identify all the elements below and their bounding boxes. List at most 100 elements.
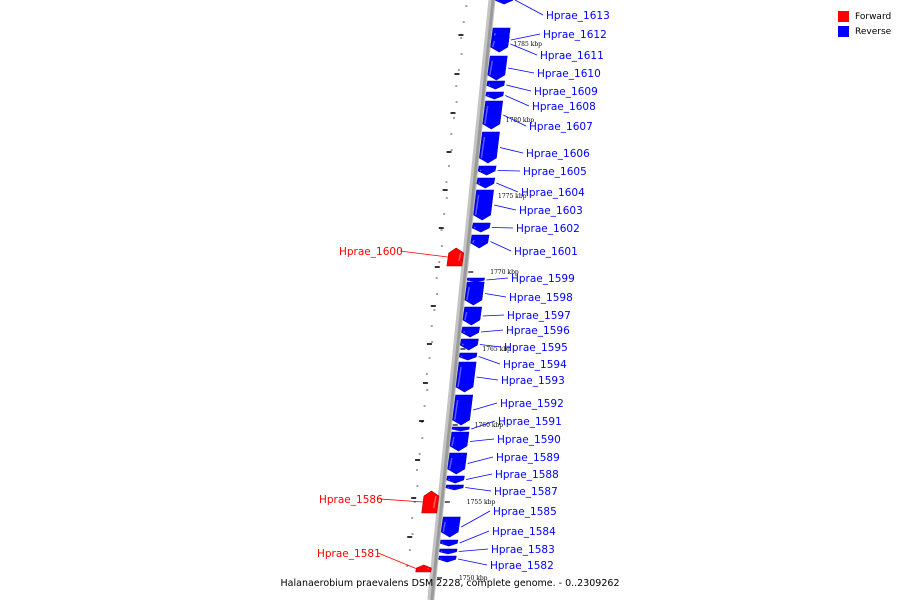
gene-label[interactable]: Hprae_1608 [532,101,596,113]
gene-arrow-reverse[interactable] [476,177,496,189]
gene-label[interactable]: Hprae_1591 [498,416,562,428]
gene-label[interactable]: Hprae_1607 [529,121,593,133]
gene-arrow-reverse[interactable] [479,131,500,164]
gene-arrow-reverse[interactable] [455,361,477,393]
label-leader [478,356,501,365]
gene-label[interactable]: Hprae_1611 [540,50,604,62]
forward-swatch [838,11,849,22]
tick-marks [406,5,468,567]
label-leader [484,293,507,298]
gene-arrow-reverse[interactable] [461,326,480,338]
gene-label[interactable]: Hprae_1603 [519,205,583,217]
gene-label[interactable]: Hprae_1581 [317,548,381,560]
gene-arrow-reverse[interactable] [462,306,483,326]
gene-label[interactable]: Hprae_1593 [501,375,565,387]
gene-label[interactable]: Hprae_1589 [496,452,560,464]
label-leader [467,456,494,464]
gene-highlight [458,252,462,262]
label-leader [379,498,423,503]
gene-highlight [442,521,447,533]
gene-arrow-reverse[interactable] [451,426,470,432]
gene-arrow-reverse[interactable] [485,91,504,100]
gene-arrow-reverse[interactable] [449,431,470,452]
gene-label[interactable]: Hprae_1597 [507,310,571,322]
label-leader [399,250,448,258]
gene-arrow-reverse[interactable] [438,555,457,563]
gene-arrow-reverse[interactable] [452,394,474,426]
reverse-swatch [838,26,849,37]
label-leader [490,241,512,252]
gene-label[interactable]: Hprae_1613 [546,10,610,22]
label-leader [471,420,496,430]
gene-label[interactable]: Hprae_1583 [491,544,555,556]
gene-arrow-reverse[interactable] [490,35,510,53]
gene-label[interactable]: Hprae_1604 [521,187,585,199]
gene-arrow-reverse[interactable] [458,352,478,361]
gene-label[interactable]: Hprae_1598 [509,292,573,304]
gene-label[interactable]: Hprae_1587 [494,486,558,498]
scale-label: 1750 kbp [459,575,488,582]
gene-highlight [448,457,453,470]
label-leader [476,376,499,381]
gene-label[interactable]: Hprae_1585 [493,506,557,518]
gene-label[interactable]: Hprae_1610 [537,68,601,80]
gene-label[interactable]: Hprae_1606 [526,148,590,160]
gene-highlight [480,136,486,159]
gene-arrow-reverse[interactable] [439,548,458,555]
gene-arrow-reverse[interactable] [495,0,514,5]
gene-arrow-reverse[interactable] [440,516,461,538]
gene-arrow-reverse[interactable] [459,338,479,351]
gene-features: Hprae_1613 Hprae_1612 Hprae_1611 Hprae_1610… [317,0,610,573]
gene-arrow-reverse[interactable] [477,165,497,176]
gene-label[interactable]: Hprae_1612 [543,29,607,41]
gene-label[interactable]: Hprae_1594 [503,359,567,371]
gene-highlight [463,330,466,334]
label-leader [497,170,521,172]
gene-label[interactable]: Hprae_1590 [497,434,561,446]
legend: Forward Reverse [838,9,898,39]
gene-arrow-forward[interactable] [446,247,465,267]
gene-label[interactable]: Hprae_1586 [319,494,383,506]
gene-label[interactable]: Hprae_1592 [500,398,564,410]
backbone-line [430,0,495,600]
gene-arrow-reverse[interactable] [445,484,464,491]
gene-label[interactable]: Hprae_1596 [506,325,570,337]
gene-arrow-reverse[interactable] [471,222,491,233]
gene-arrow-reverse[interactable] [486,80,506,90]
gene-arrow-reverse[interactable] [464,281,485,306]
gene-label[interactable]: Hprae_1600 [339,246,403,258]
gene-arrow-reverse[interactable] [487,55,508,81]
label-leader [377,552,417,569]
gene-arrow-forward[interactable] [421,490,440,514]
gene-highlight [478,181,481,185]
label-leader [461,510,491,528]
gene-label[interactable]: Hprae_1582 [490,560,554,572]
label-leader [506,84,532,92]
gene-arrow-reverse[interactable] [470,234,490,249]
gene-arrow-reverse[interactable] [482,100,504,130]
gene-label[interactable]: Hprae_1599 [511,273,575,285]
gene-label[interactable]: Hprae_1602 [516,223,580,235]
gene-arrow-forward[interactable] [415,564,432,573]
scale-label: 1770 kbp [490,269,519,276]
gene-highlight [484,105,489,125]
label-leader [459,530,490,544]
scale-label: 1755 kbp [467,499,496,506]
label-leader [486,277,509,281]
gene-highlight [427,567,429,570]
gene-arrow-reverse[interactable] [439,539,459,547]
gene-label[interactable]: Hprae_1605 [523,166,587,178]
legend-label-reverse: Reverse [855,26,892,37]
gene-label[interactable]: Hprae_1609 [534,86,598,98]
gene-arrow-reverse[interactable] [447,452,468,475]
gene-arrow-reverse[interactable] [473,189,494,221]
gene-label[interactable]: Hprae_1601 [514,246,578,258]
gene-label[interactable]: Hprae_1584 [492,526,556,538]
gene-label[interactable]: Hprae_1588 [495,469,559,481]
gene-arrow-reverse[interactable] [466,277,485,283]
gene-arrow-reverse[interactable] [446,475,465,484]
legend-label-forward: Forward [855,11,892,22]
scale-label: 1760 kbp [475,422,504,429]
label-leader [469,438,495,442]
gene-label[interactable]: Hprae_1595 [504,342,568,354]
